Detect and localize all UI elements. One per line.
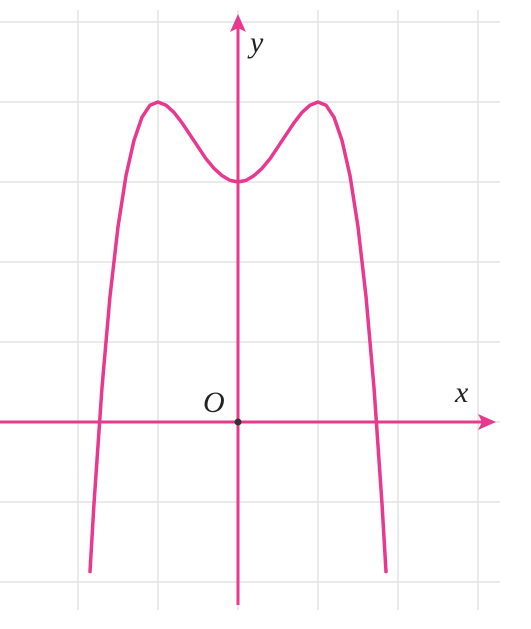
y-axis-arrow — [230, 14, 246, 32]
x-axis-label: x — [454, 376, 469, 409]
grid — [0, 10, 500, 610]
origin-dot — [234, 418, 242, 426]
y-axis-label: y — [247, 26, 264, 59]
origin-label: O — [203, 386, 225, 419]
axes — [0, 14, 496, 605]
curve — [88, 100, 388, 574]
x-axis-arrow — [478, 414, 496, 430]
